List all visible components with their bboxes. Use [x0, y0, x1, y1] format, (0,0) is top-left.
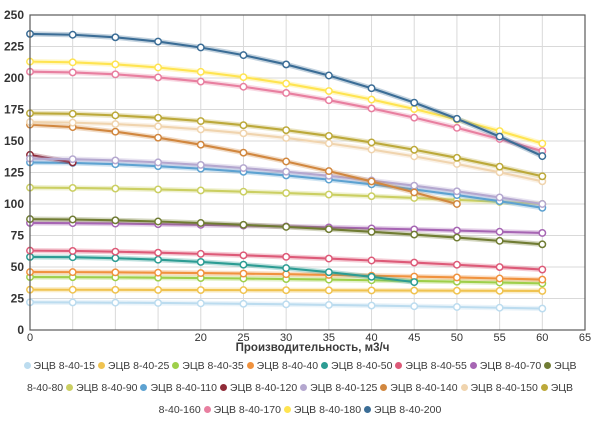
svg-text:65: 65 [579, 332, 591, 344]
svg-text:75: 75 [11, 229, 25, 243]
svg-text:0: 0 [27, 332, 33, 344]
svg-text:25: 25 [11, 292, 25, 306]
svg-text:20: 20 [195, 332, 207, 344]
svg-text:60: 60 [536, 332, 548, 344]
svg-text:Производительность, м3/ч: Производительность, м3/ч [236, 342, 390, 354]
svg-text:55: 55 [493, 332, 505, 344]
svg-text:50: 50 [451, 332, 463, 344]
svg-text:50: 50 [11, 260, 25, 274]
svg-text:45: 45 [408, 332, 420, 344]
svg-text:100: 100 [4, 197, 24, 211]
svg-text:0: 0 [17, 323, 24, 337]
svg-text:125: 125 [4, 166, 24, 180]
svg-text:150: 150 [4, 134, 24, 148]
svg-text:200: 200 [4, 71, 24, 85]
svg-text:175: 175 [4, 103, 24, 117]
svg-text:250: 250 [4, 8, 24, 22]
svg-text:225: 225 [4, 40, 24, 54]
